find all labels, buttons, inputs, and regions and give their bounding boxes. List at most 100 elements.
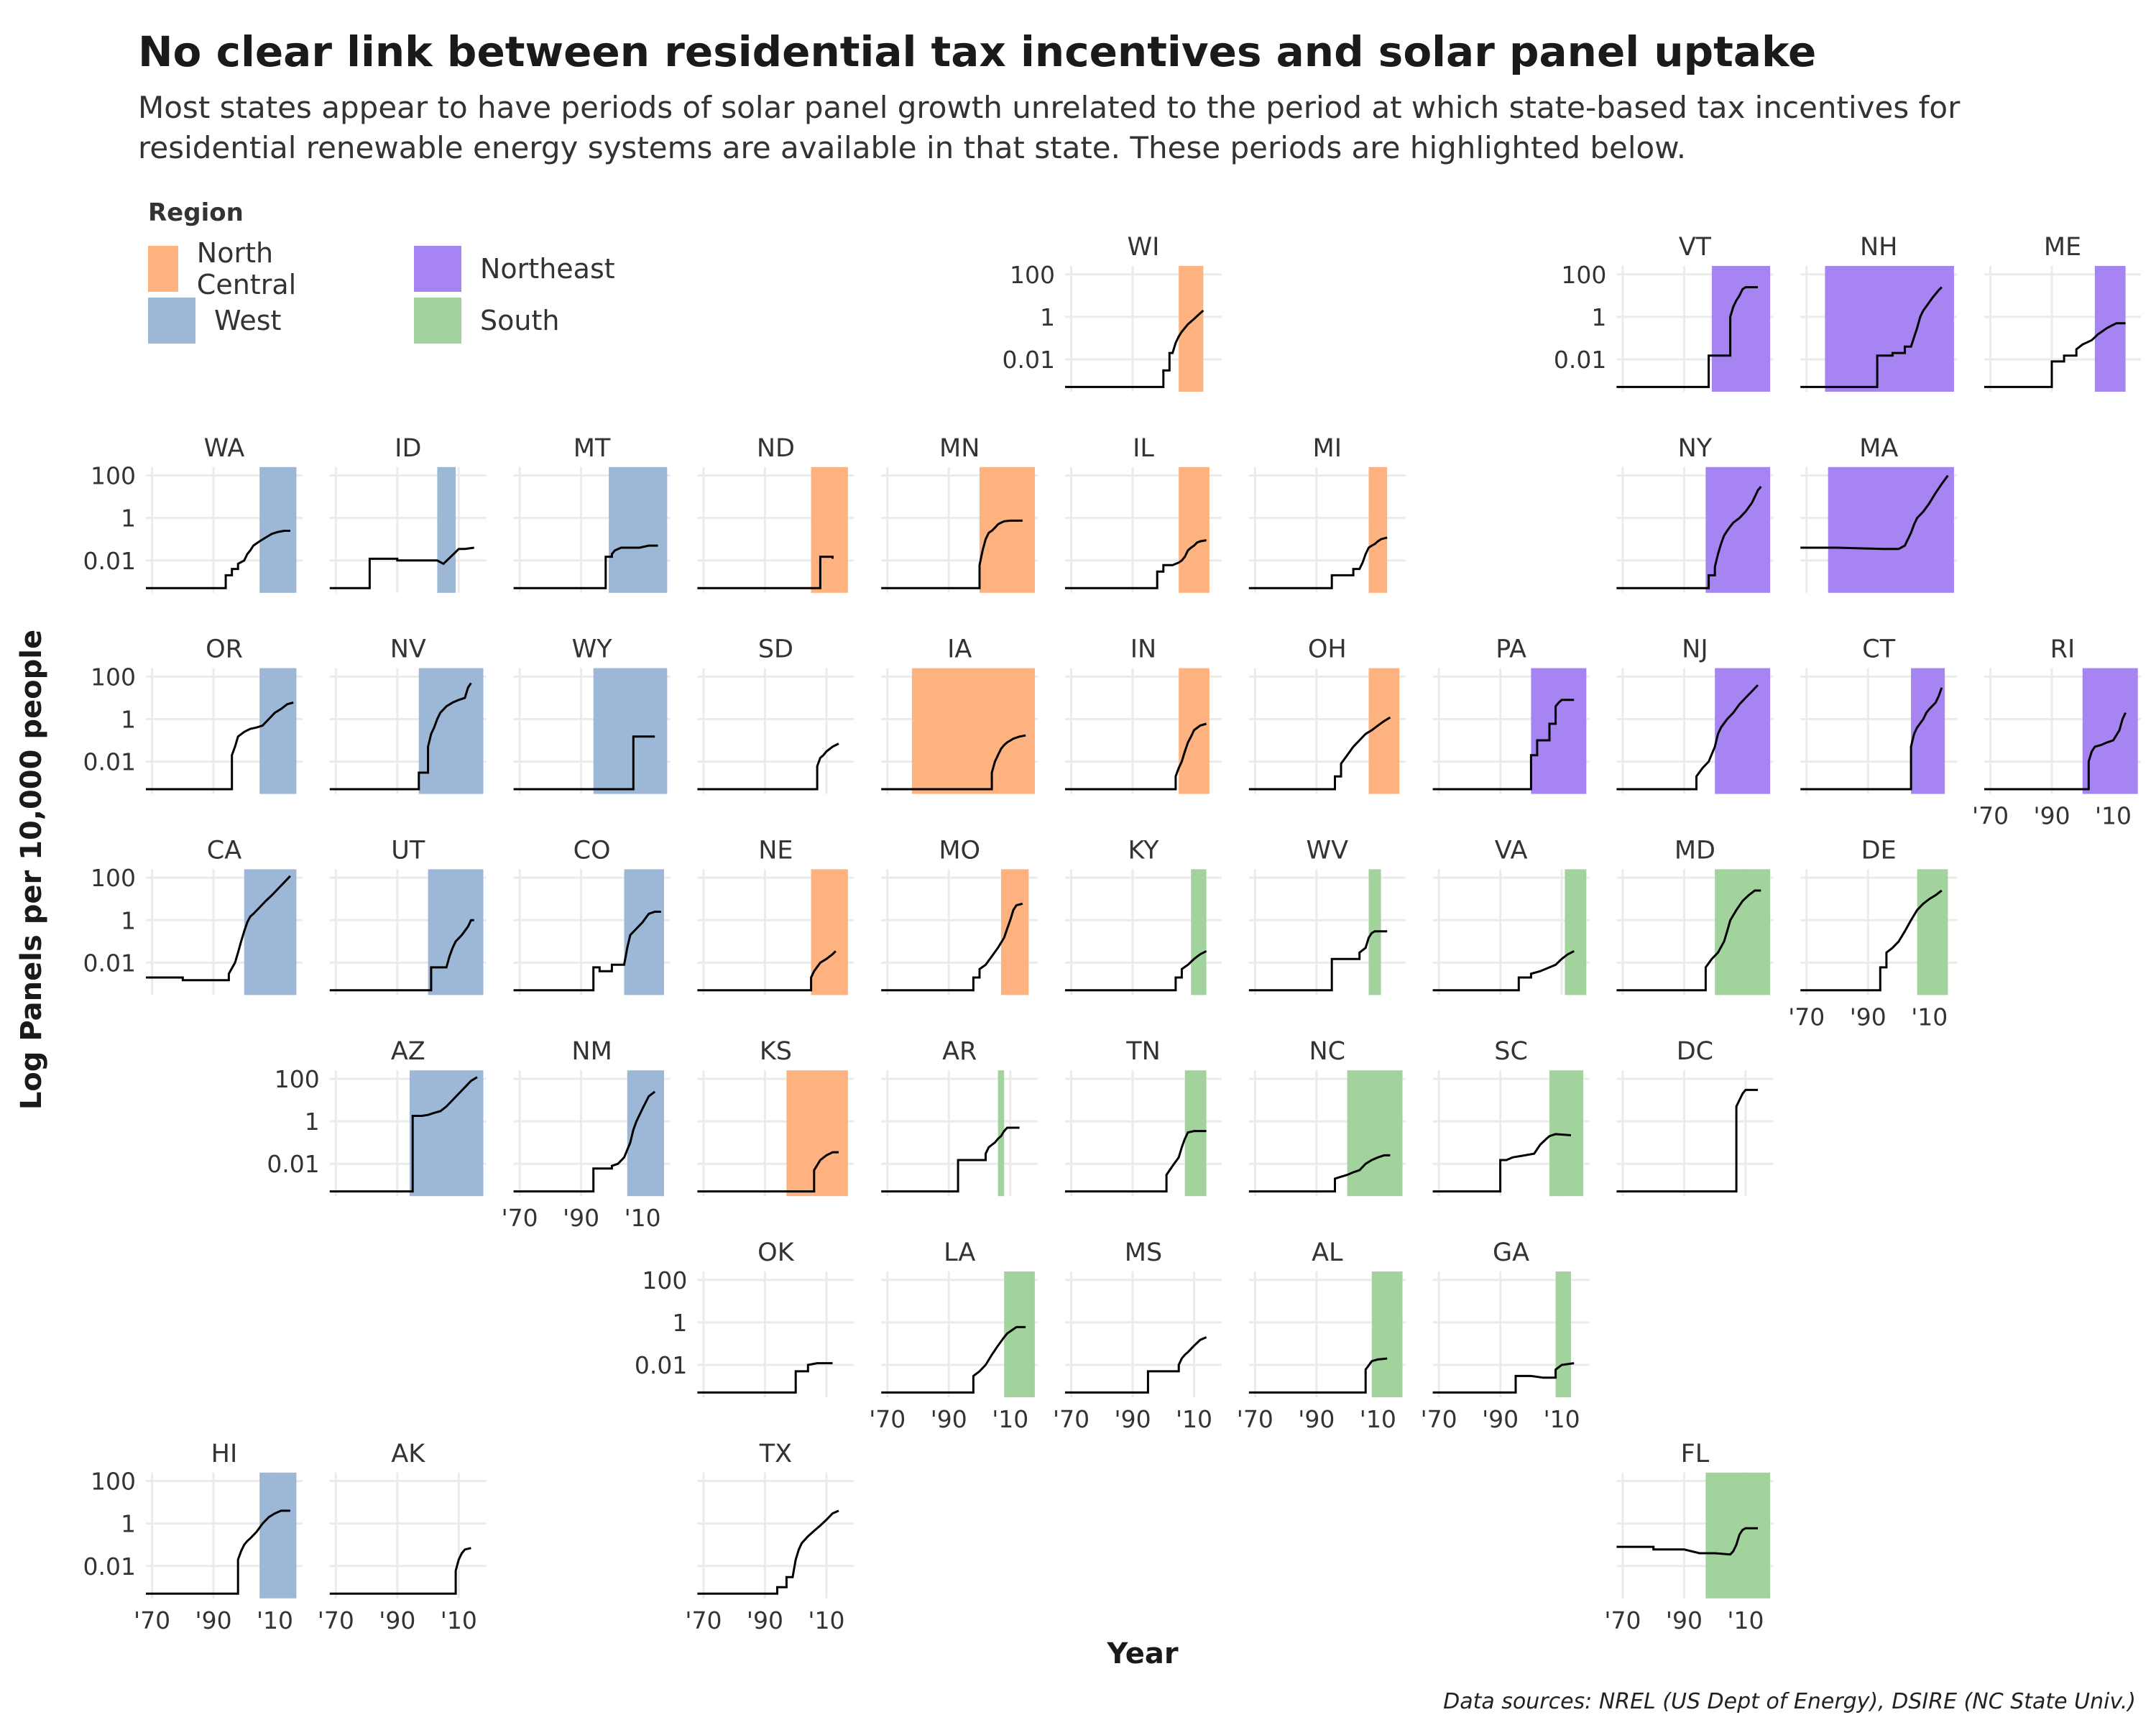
y-tick-label: 1 <box>1040 303 1055 331</box>
panels-series-line <box>1800 286 1943 388</box>
panel-state-label: IN <box>1130 635 1157 664</box>
panels-series-line <box>146 875 291 982</box>
panel-sd: SD <box>697 635 854 794</box>
panel-mt: MT <box>513 434 671 593</box>
y-tick-label: 0.01 <box>1003 346 1055 374</box>
x-tick-label: '70 <box>869 1405 906 1433</box>
y-tick-label: 1 <box>121 705 136 733</box>
panel-ny: NY <box>1616 434 1774 593</box>
y-tick-label: 0.01 <box>83 1552 136 1581</box>
incentive-period-band <box>1368 668 1400 794</box>
panel-la: LA '70 '90 '10 <box>869 1238 1038 1433</box>
panel-state-label: MO <box>939 836 980 865</box>
panels-series-line <box>1616 1527 1758 1556</box>
y-tick-label: 100 <box>642 1266 687 1294</box>
panel-va: VA <box>1432 836 1590 995</box>
panels-series-line <box>881 1126 1020 1193</box>
panel-vt: VT 0.01 1 100 <box>1554 233 1774 392</box>
x-tick-label: '70 <box>1788 1003 1825 1031</box>
panel-tn: TN <box>1065 1037 1222 1197</box>
y-tick-label: 0.01 <box>1554 346 1606 374</box>
incentive-period-band <box>1825 266 1954 392</box>
panel-al: AL '70 '90 '10 <box>1237 1238 1406 1433</box>
incentive-period-band <box>1004 1271 1035 1397</box>
panels-series-line <box>329 1547 471 1595</box>
x-tick-label: '10 <box>808 1606 844 1634</box>
incentive-period-band <box>1828 466 1954 593</box>
panel-nh: NH <box>1800 233 1958 392</box>
panel-ga: GA '70 '90 '10 <box>1421 1238 1590 1433</box>
panel-fl: FL '70 '90 '10 <box>1604 1440 1774 1634</box>
panel-id: ID <box>329 434 487 593</box>
incentive-period-band <box>811 869 848 995</box>
panel-state-label: ND <box>757 434 795 463</box>
panel-nc: NC <box>1248 1037 1406 1197</box>
incentive-period-band <box>998 1070 1005 1197</box>
x-tick-label: '10 <box>1176 1405 1212 1433</box>
x-tick-label: '90 <box>379 1606 415 1634</box>
x-tick-label: '70 <box>502 1204 538 1232</box>
panels-series-line <box>1616 286 1758 388</box>
x-tick-label: '10 <box>1544 1405 1580 1433</box>
panels-series-line <box>1800 687 1943 791</box>
panels-series-line <box>697 556 834 589</box>
panel-state-label: MD <box>1674 836 1715 865</box>
panel-state-label: TX <box>759 1440 792 1468</box>
panels-series-line <box>1616 486 1762 589</box>
panels-series-line <box>881 734 1026 791</box>
y-tick-label: 0.01 <box>83 949 136 977</box>
y-tick-label: 1 <box>305 1108 320 1136</box>
legend-entry-south: South <box>414 298 559 344</box>
panel-state-label: WV <box>1307 836 1349 865</box>
panels-series-line <box>881 902 1023 992</box>
incentive-period-band <box>624 869 665 995</box>
panel-state-label: NC <box>1309 1037 1345 1066</box>
incentive-period-band <box>428 869 484 995</box>
x-tick-label: '90 <box>195 1606 232 1634</box>
incentive-period-band <box>1179 466 1210 593</box>
panel-state-label: ME <box>2044 233 2081 262</box>
chart-title: No clear link between residential tax in… <box>138 27 1817 76</box>
legend-swatch <box>148 246 178 292</box>
panel-state-label: OK <box>757 1238 795 1267</box>
panel-state-label: NY <box>1678 434 1713 463</box>
panel-state-label: CA <box>207 836 241 865</box>
panels-series-line <box>697 742 839 791</box>
x-tick-label: '10 <box>1360 1405 1396 1433</box>
legend-swatch <box>414 298 461 344</box>
panel-state-label: DE <box>1861 836 1897 865</box>
panels-series-line <box>1432 1362 1575 1394</box>
panel-ks: KS <box>697 1037 854 1197</box>
panels-series-line <box>697 1362 833 1394</box>
panel-sc: SC <box>1432 1037 1590 1197</box>
panels-series-line <box>146 702 294 791</box>
panels-series-line <box>697 1151 839 1193</box>
panels-series-line <box>1432 949 1575 992</box>
panel-state-label: MS <box>1125 1238 1162 1267</box>
panels-series-line <box>1800 889 1943 992</box>
panel-nm: NM '70 '90 '10 <box>502 1037 671 1232</box>
panels-series-line <box>513 1090 656 1193</box>
incentive-period-band <box>437 466 456 593</box>
panel-me: ME <box>1984 233 2141 392</box>
incentive-period-band <box>1191 869 1207 995</box>
x-tick-label: '70 <box>685 1606 722 1634</box>
incentive-period-band <box>911 668 1035 794</box>
x-tick-label: '90 <box>747 1606 783 1634</box>
panel-mi: MI <box>1248 434 1406 593</box>
panel-ut: UT <box>329 836 487 995</box>
x-tick-label: '10 <box>1727 1606 1764 1634</box>
panels-series-line <box>1800 474 1949 551</box>
x-tick-label: '70 <box>1972 802 2009 830</box>
panel-wi: WI 0.01 1 100 <box>1003 233 1222 392</box>
panel-state-label: AR <box>942 1037 977 1066</box>
incentive-period-band <box>979 466 1035 593</box>
incentive-period-band <box>1565 869 1587 995</box>
x-tick-label: '90 <box>1850 1003 1886 1031</box>
panel-state-label: NH <box>1860 233 1898 262</box>
panel-state-label: WA <box>204 434 245 463</box>
x-tick-label: '90 <box>1298 1405 1335 1433</box>
panels-series-line <box>329 919 474 992</box>
x-tick-label: '90 <box>931 1405 967 1433</box>
